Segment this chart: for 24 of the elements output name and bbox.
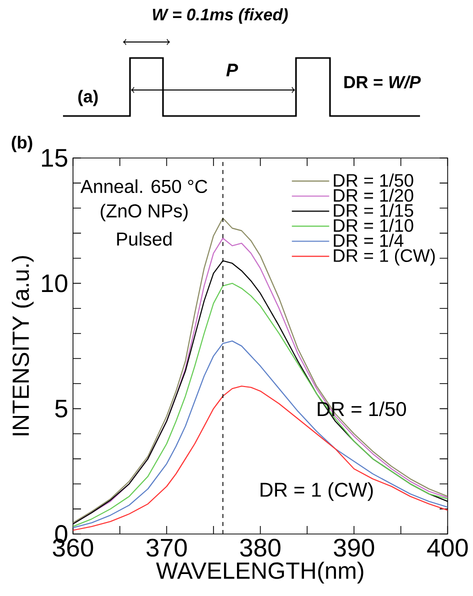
text: DR = W/P: [344, 76, 421, 88]
x-tick-label: 390: [334, 538, 374, 557]
annotation: DR = 1 (CW): [260, 482, 373, 501]
x-tick-label: 380: [240, 538, 280, 557]
text: P: [226, 64, 238, 76]
legend-label: DR = 1/15: [334, 204, 414, 217]
y-tick-label: 15: [42, 149, 68, 167]
text: (a): [78, 90, 98, 106]
legend-label: DR = 1/10: [334, 218, 414, 232]
x-tick-label: 370: [146, 538, 187, 557]
y-tick-label: 10: [42, 274, 68, 292]
x-tick-label: 400: [427, 538, 468, 557]
text: W = 0.1ms (fixed): [152, 8, 288, 24]
x-axis-title: WAVELENGTH(nm): [156, 562, 364, 584]
annotation: Anneal. 650 °C: [80, 179, 208, 194]
y-tick-label: 5: [55, 400, 68, 418]
legend-label: DR = 1/50: [334, 174, 414, 187]
annotation: Pulsed: [117, 232, 172, 246]
annotation: (ZnO NPs): [100, 204, 188, 222]
legend-label: DR = 1 (CW): [334, 248, 435, 266]
y-axis-title: INTENSITY (a.u.): [12, 256, 34, 436]
legend-label: DR = 1/4: [334, 234, 404, 247]
legend-label: DR = 1/20: [334, 188, 414, 202]
text: (b): [12, 136, 32, 152]
